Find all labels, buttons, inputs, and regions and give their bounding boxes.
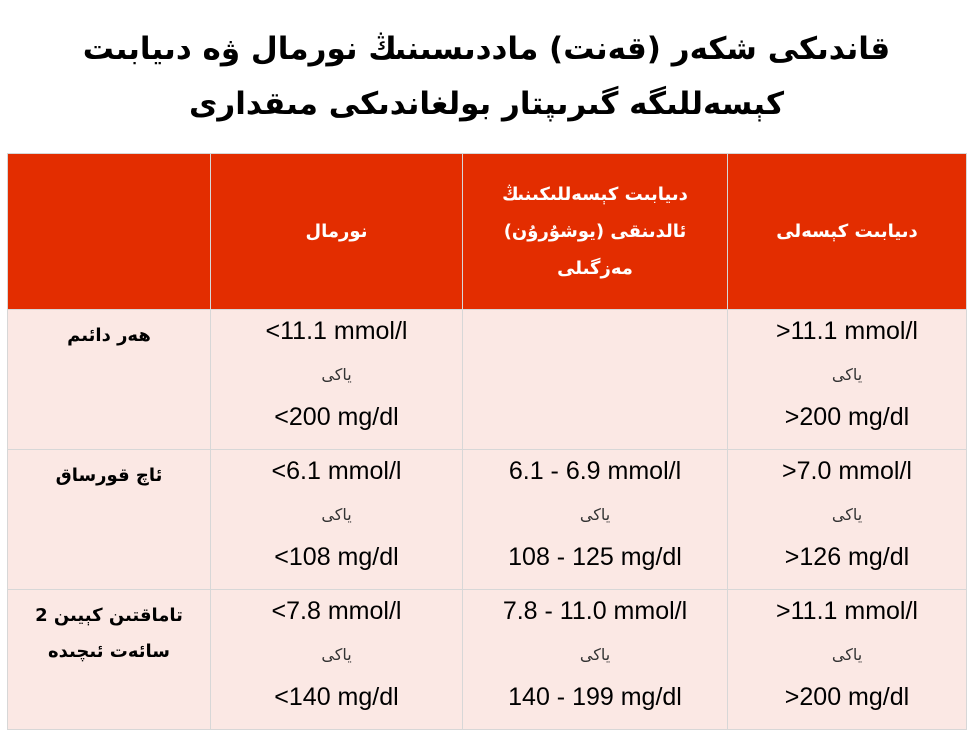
cell-normal: <7.8 mmol/l ياكى <140 mg/dl (210, 589, 463, 730)
cell-diabetes: >11.1 mmol/l ياكى >200 mg/dl (727, 309, 967, 450)
cell-prediabetes: 6.1 - 6.9 mmol/l ياكى 108 - 125 mg/dl (462, 449, 728, 590)
or-label: ياكى (579, 645, 611, 664)
value-mmol: <11.1 mmol/l (265, 317, 408, 345)
or-label: ياكى (321, 645, 352, 664)
or-label: ياكى (321, 505, 352, 524)
value-mgdl: 108 - 125 mg/dl (508, 543, 682, 571)
cell-normal: <11.1 mmol/l ياكى <200 mg/dl (210, 309, 463, 450)
cell-normal: <6.1 mmol/l ياكى <108 mg/dl (210, 449, 463, 590)
header-prediabetes-line: دىيابىت كېسەللىكىنىڭ (502, 184, 688, 205)
value-mmol: <7.8 mmol/l (271, 597, 402, 625)
header-prediabetes-line: مەزگىلى (557, 258, 633, 279)
value-mmol: 7.8 - 11.0 mmol/l (502, 597, 688, 625)
or-label: ياكى (321, 365, 352, 384)
value-mgdl: <140 mg/dl (274, 683, 399, 711)
value-mmol: <6.1 mmol/l (271, 457, 402, 485)
header-prediabetes-line: ئالدىنقى (يوشۇرۇن) (503, 221, 687, 242)
page-title: قاندىكى شكەر (قەنت) ماددىسىنىڭ نورمال ۋە… (0, 22, 973, 132)
or-label: ياكى (831, 645, 863, 664)
value-mgdl: 140 - 199 mg/dl (508, 683, 682, 711)
title-line-1: قاندىكى شكەر (قەنت) ماددىسىنىڭ نورمال ۋە… (82, 31, 891, 67)
table-row: ئاچ قورساق <6.1 mmol/l ياكى <108 mg/dl 6… (7, 449, 967, 590)
or-label: ياكى (831, 365, 863, 384)
value-mmol: >11.1 mmol/l (776, 597, 918, 625)
cell-diabetes: >11.1 mmol/l ياكى >200 mg/dl (727, 589, 967, 730)
value-mmol: >11.1 mmol/l (776, 317, 918, 345)
row-label-text: تاماقتىن كېيىن 2 (35, 605, 183, 626)
value-mmol: >7.0 mmol/l (782, 457, 912, 485)
header-label (7, 153, 211, 310)
cell-prediabetes-empty (462, 309, 728, 450)
header-prediabetes: دىيابىت كېسەللىكىنىڭ ئالدىنقى (يوشۇرۇن) … (462, 153, 728, 310)
title-line-2: كېسەللىگە گىرىپتار بولغاندىكى مىقدارى (189, 86, 784, 122)
header-normal: نورمال (210, 153, 463, 310)
or-label: ياكى (579, 505, 611, 524)
cell-diabetes: >7.0 mmol/l ياكى >126 mg/dl (727, 449, 967, 590)
row-label-fasting: ئاچ قورساق (7, 449, 211, 590)
row-label-text: سائەت ئىچىدە (48, 641, 170, 662)
value-mmol: 6.1 - 6.9 mmol/l (508, 457, 682, 485)
value-mgdl: <108 mg/dl (274, 543, 399, 571)
row-label-text: هەر دائىم (67, 325, 151, 346)
header-diabetes: دىيابىت كېسەلى (727, 153, 967, 310)
or-label: ياكى (831, 505, 863, 524)
header-row: نورمال دىيابىت كېسەللىكىنىڭ ئالدىنقى (يو… (7, 153, 967, 310)
row-label-anytime: هەر دائىم (7, 309, 211, 450)
value-mgdl: >126 mg/dl (784, 543, 910, 571)
value-mgdl: >200 mg/dl (784, 403, 910, 431)
cell-prediabetes: 7.8 - 11.0 mmol/l ياكى 140 - 199 mg/dl (462, 589, 728, 730)
glucose-table: نورمال دىيابىت كېسەللىكىنىڭ ئالدىنقى (يو… (7, 153, 967, 730)
value-mgdl: >200 mg/dl (784, 683, 910, 711)
value-mgdl: <200 mg/dl (274, 403, 399, 431)
row-label-after-meal: تاماقتىن كېيىن 2 سائەت ئىچىدە (7, 589, 211, 730)
table-row: تاماقتىن كېيىن 2 سائەت ئىچىدە <7.8 mmol/… (7, 589, 967, 730)
table-row: هەر دائىم <11.1 mmol/l ياكى <200 mg/dl >… (7, 309, 967, 450)
row-label-text: ئاچ قورساق (55, 465, 163, 486)
